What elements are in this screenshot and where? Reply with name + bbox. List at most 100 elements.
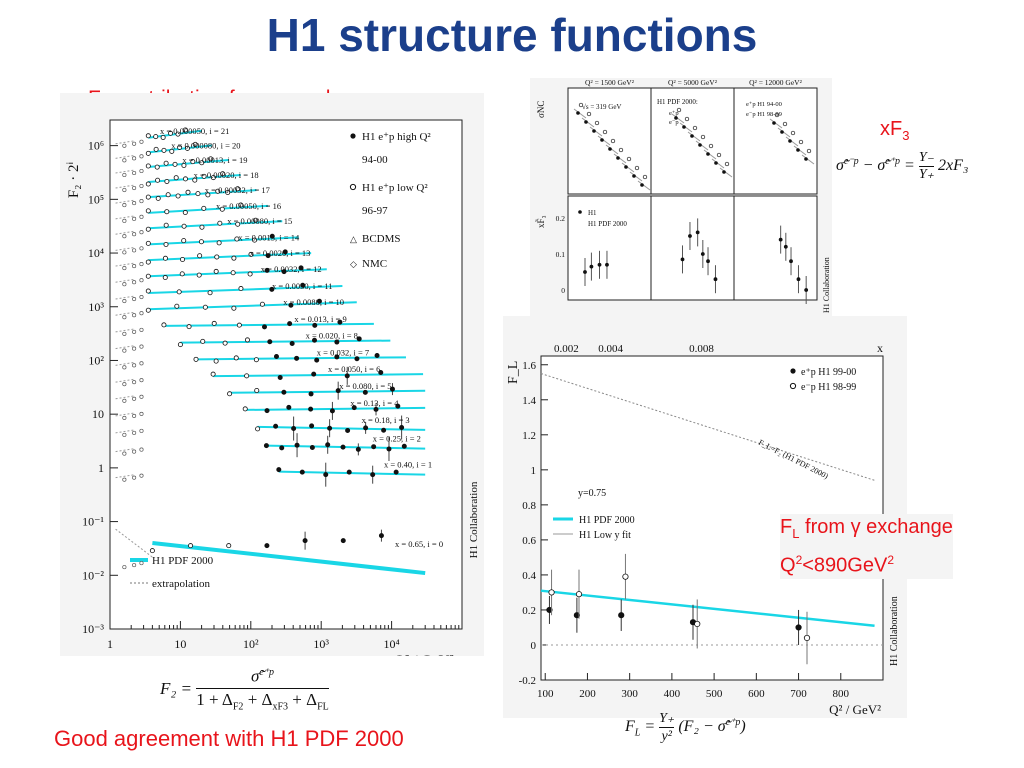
nmc-point — [139, 327, 144, 332]
f2-xtick-label: 10² — [243, 637, 259, 651]
xf3-point — [796, 277, 801, 282]
nmc-point — [122, 218, 127, 223]
data-point — [308, 391, 314, 397]
nmc-point — [122, 315, 127, 320]
fit-line — [266, 444, 426, 450]
sigma-point-eplus — [706, 152, 710, 156]
data-point — [231, 255, 237, 261]
data-point — [215, 188, 221, 194]
data-point — [354, 356, 360, 362]
sigma-curve — [621, 162, 635, 173]
data-point — [196, 272, 202, 278]
nmc-point — [139, 246, 144, 251]
sigma-curve — [589, 126, 603, 137]
bin-label: x = 0.080, i = 5 — [339, 381, 391, 391]
xf3-ytick-label: 0.1 — [556, 250, 566, 259]
fl-xtick-label: 600 — [748, 688, 765, 700]
data-point — [175, 131, 181, 137]
data-point — [261, 324, 267, 330]
sigma-curve — [573, 108, 587, 119]
sigma-point-eplus — [780, 130, 784, 134]
xf3-point — [680, 257, 685, 262]
data-point — [172, 161, 178, 167]
fit-line — [148, 220, 283, 230]
data-point — [197, 253, 203, 259]
xf3-point — [589, 264, 594, 269]
data-point — [192, 141, 198, 147]
nmc-point — [139, 154, 144, 159]
sigma-curve — [629, 171, 643, 182]
bin-label: x = 0.050, i = 6 — [328, 364, 380, 374]
data-point — [263, 443, 269, 449]
fit-line — [180, 339, 391, 344]
fit-line — [148, 252, 312, 262]
sigma-point-eplus — [804, 157, 808, 161]
data-point — [199, 224, 205, 230]
bin-label: x = 0.00013, i = 19 — [182, 155, 247, 165]
f2-ytick-label: 10⁻² — [82, 568, 104, 582]
xf3-label: xF3 — [880, 118, 910, 143]
sigma-point-eplus — [640, 183, 644, 187]
data-point — [198, 239, 204, 245]
bin-label: x = 0.0032, i = 12 — [261, 264, 322, 274]
agreement-text: Good agreement with H1 PDF 2000 — [54, 726, 404, 751]
fl-ytick-label: 0 — [531, 640, 537, 652]
fl-legend-marker-eminus — [789, 382, 797, 390]
nmc-point — [139, 561, 144, 566]
f2-ytick-label: 10³ — [88, 300, 104, 314]
data-point — [381, 427, 387, 433]
data-point — [214, 254, 220, 260]
sigma-curve — [711, 158, 725, 169]
sigma-curve — [785, 136, 799, 147]
nmc-point — [132, 380, 137, 385]
data-point — [299, 469, 305, 475]
nmc-point — [122, 158, 127, 163]
fl-point-eplus — [795, 624, 802, 631]
data-point — [149, 548, 155, 554]
data-point — [244, 373, 250, 379]
data-point — [188, 543, 194, 549]
data-point — [155, 177, 161, 183]
nmc-point — [122, 282, 127, 287]
data-point — [163, 242, 169, 248]
sigma-point-eplus — [600, 138, 604, 142]
bin-label: x = 0.000050, i = 21 — [160, 126, 229, 136]
sigma-panel-frame — [733, 87, 818, 195]
sigma-point-eminus — [642, 174, 648, 180]
data-point — [346, 469, 352, 475]
sigma-point-eplus — [722, 170, 726, 174]
nmc-point — [132, 248, 137, 253]
extrapolation-line — [115, 378, 135, 383]
xf3-formula: σ̃e⁻p − σ̃e⁺p = Y₋ Y₊ 2xF₃ — [836, 150, 969, 182]
nmc-point — [122, 477, 127, 482]
nmc-point — [122, 415, 127, 420]
fl-top-xtick-label: 0.008 — [689, 343, 714, 355]
data-point — [389, 386, 395, 392]
nmc-point — [139, 278, 144, 283]
fit-line — [257, 425, 426, 431]
legend-h1-eminus: e⁻p H1 98-99 — [746, 111, 782, 118]
sigma-point-eplus — [714, 161, 718, 165]
data-point — [316, 298, 322, 304]
sigma-point-eplus — [788, 139, 792, 143]
fl-ytick-label: 0.6 — [522, 535, 536, 547]
data-point — [334, 339, 340, 345]
bin-label: x = 0.0013, i = 14 — [238, 232, 300, 242]
fl-collab-label: H1 Collaboration — [889, 596, 900, 666]
data-point — [145, 194, 151, 200]
data-point — [294, 442, 300, 448]
fl-ytick-label: 1 — [531, 465, 537, 477]
xf3-point — [789, 259, 793, 264]
fl-ylabel: F_L — [506, 361, 521, 384]
data-point — [162, 275, 168, 281]
nmc-point — [139, 262, 144, 267]
data-point — [213, 268, 219, 274]
extrapolation-line — [115, 230, 135, 235]
sigma-point-eminus — [578, 102, 584, 108]
xf3-ytick-label: 0 — [561, 286, 565, 295]
data-point — [213, 358, 219, 364]
data-point — [227, 391, 233, 397]
nmc-point — [139, 168, 144, 174]
data-point — [145, 259, 151, 265]
legend-marker-h1-high — [350, 133, 356, 139]
